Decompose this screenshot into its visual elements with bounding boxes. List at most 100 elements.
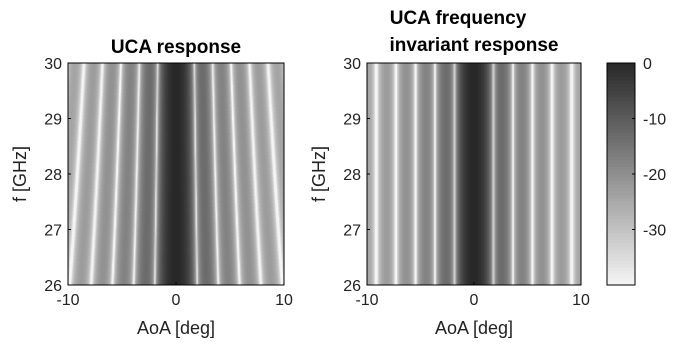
- left-heatmap-cell: [135, 63, 138, 68]
- left-heatmap-cell: [149, 77, 152, 83]
- left-heatmap-cell: [84, 103, 87, 108]
- left-heatmap-cell: [280, 77, 282, 83]
- left-heatmap-cell: [225, 92, 227, 97]
- left-heatmap-cell: [91, 114, 94, 120]
- left-heatmap-cell: [134, 63, 137, 68]
- left-heatmap-cell: [93, 100, 96, 105]
- left-heatmap-cell: [217, 85, 219, 90]
- left-heatmap-cell: [191, 74, 194, 79]
- left-heatmap-cell: [258, 85, 261, 90]
- left-heatmap-cell: [77, 100, 80, 105]
- left-heatmap-cell: [86, 92, 89, 97]
- left-heatmap-cell: [256, 92, 259, 97]
- left-heatmap-cell: [159, 111, 161, 116]
- left-heatmap-cell: [268, 70, 270, 75]
- left-heatmap-cell: [159, 63, 161, 68]
- left-heatmap-cell: [207, 92, 209, 97]
- left-heatmap-cell: [256, 81, 259, 86]
- left-heatmap-cell: [94, 70, 97, 75]
- left-heatmap-cell: [83, 100, 86, 105]
- left-heatmap-cell: [97, 85, 100, 90]
- left-heatmap-cell: [207, 107, 209, 112]
- left-heatmap-cell: [176, 88, 178, 94]
- left-heatmap-cell: [161, 100, 163, 105]
- left-heatmap-cell: [179, 74, 182, 79]
- left-heatmap-cell: [183, 100, 186, 105]
- left-heatmap-cell: [241, 74, 244, 79]
- left-heatmap-cell: [197, 100, 200, 105]
- left-heatmap-cell: [122, 114, 125, 120]
- left-heatmap-cell: [252, 107, 255, 112]
- left-heatmap-cell: [258, 103, 261, 108]
- left-heatmap-cell: [269, 103, 271, 108]
- left-heatmap-cell: [118, 107, 120, 112]
- left-heatmap-cell: [80, 74, 83, 79]
- left-heatmap-cell: [127, 88, 130, 94]
- left-heatmap-cell: [92, 77, 95, 83]
- left-heatmap-cell: [185, 85, 188, 90]
- left-heatmap-cell: [96, 107, 99, 112]
- left-heatmap-cell: [228, 74, 230, 79]
- left-heatmap-cell: [254, 107, 257, 112]
- left-heatmap-cell: [132, 114, 135, 120]
- left-heatmap-cell: [214, 85, 216, 90]
- left-heatmap-cell: [82, 103, 85, 108]
- left-heatmap-cell: [167, 96, 169, 101]
- left-heatmap-cell: [206, 88, 209, 94]
- left-heatmap-cell: [100, 103, 102, 108]
- left-heatmap-cell: [158, 103, 160, 108]
- left-heatmap-cell: [118, 81, 120, 86]
- left-heatmap-cell: [82, 63, 85, 68]
- left-heatmap-cell: [140, 103, 143, 108]
- left-heatmap-cell: [281, 66, 283, 71]
- left-heatmap-cell: [256, 107, 259, 112]
- left-heatmap-cell: [145, 74, 148, 79]
- left-heatmap-cell: [156, 92, 158, 97]
- left-heatmap-cell: [74, 85, 77, 90]
- left-heatmap-cell: [219, 81, 221, 86]
- left-heatmap-cell: [181, 85, 184, 90]
- left-heatmap-cell: [74, 92, 77, 97]
- left-heatmap-cell: [125, 100, 128, 105]
- left-heatmap-cell: [84, 66, 87, 71]
- left-heatmap-cell: [238, 96, 241, 101]
- left-heatmap-cell: [202, 77, 205, 83]
- left-heatmap-cell: [151, 77, 154, 83]
- left-heatmap-cell: [278, 100, 280, 105]
- left-heatmap-cell: [76, 111, 79, 116]
- left-heatmap-cell: [266, 70, 268, 75]
- left-heatmap-cell: [82, 81, 85, 86]
- left-heatmap-cell: [265, 103, 267, 108]
- left-heatmap-cell: [92, 81, 95, 86]
- left-heatmap-cell: [281, 107, 283, 112]
- left-heatmap-cell: [264, 63, 266, 68]
- left-heatmap-cell: [261, 77, 263, 83]
- left-heatmap-cell: [182, 77, 185, 83]
- left-heatmap-cell: [235, 74, 238, 79]
- left-heatmap-cell: [81, 114, 84, 120]
- left-heatmap-cell: [192, 100, 195, 105]
- left-heatmap-cell: [149, 107, 152, 112]
- left-heatmap-cell: [270, 103, 272, 108]
- left-heatmap-cell: [167, 114, 169, 120]
- left-heatmap-cell: [262, 74, 264, 79]
- left-heatmap-cell: [278, 111, 280, 116]
- left-heatmap-cell: [265, 100, 267, 105]
- left-heatmap-cell: [124, 96, 127, 101]
- left-heatmap-cell: [136, 103, 139, 108]
- left-heatmap-cell: [82, 96, 85, 101]
- left-heatmap-cell: [230, 81, 232, 86]
- left-heatmap-cell: [211, 107, 213, 112]
- left-heatmap-cell: [197, 74, 200, 79]
- left-heatmap-cell: [276, 100, 278, 105]
- left-heatmap-cell: [126, 107, 129, 112]
- left-heatmap-cell: [226, 70, 228, 75]
- left-heatmap-cell: [123, 103, 126, 108]
- left-heatmap-cell: [87, 66, 90, 71]
- left-heatmap-cell: [102, 103, 104, 108]
- left-heatmap-cell: [281, 96, 283, 101]
- left-heatmap-cell: [208, 96, 210, 101]
- left-heatmap-cell: [81, 66, 84, 71]
- left-heatmap-cell: [271, 63, 273, 68]
- left-heatmap-cell: [154, 81, 156, 86]
